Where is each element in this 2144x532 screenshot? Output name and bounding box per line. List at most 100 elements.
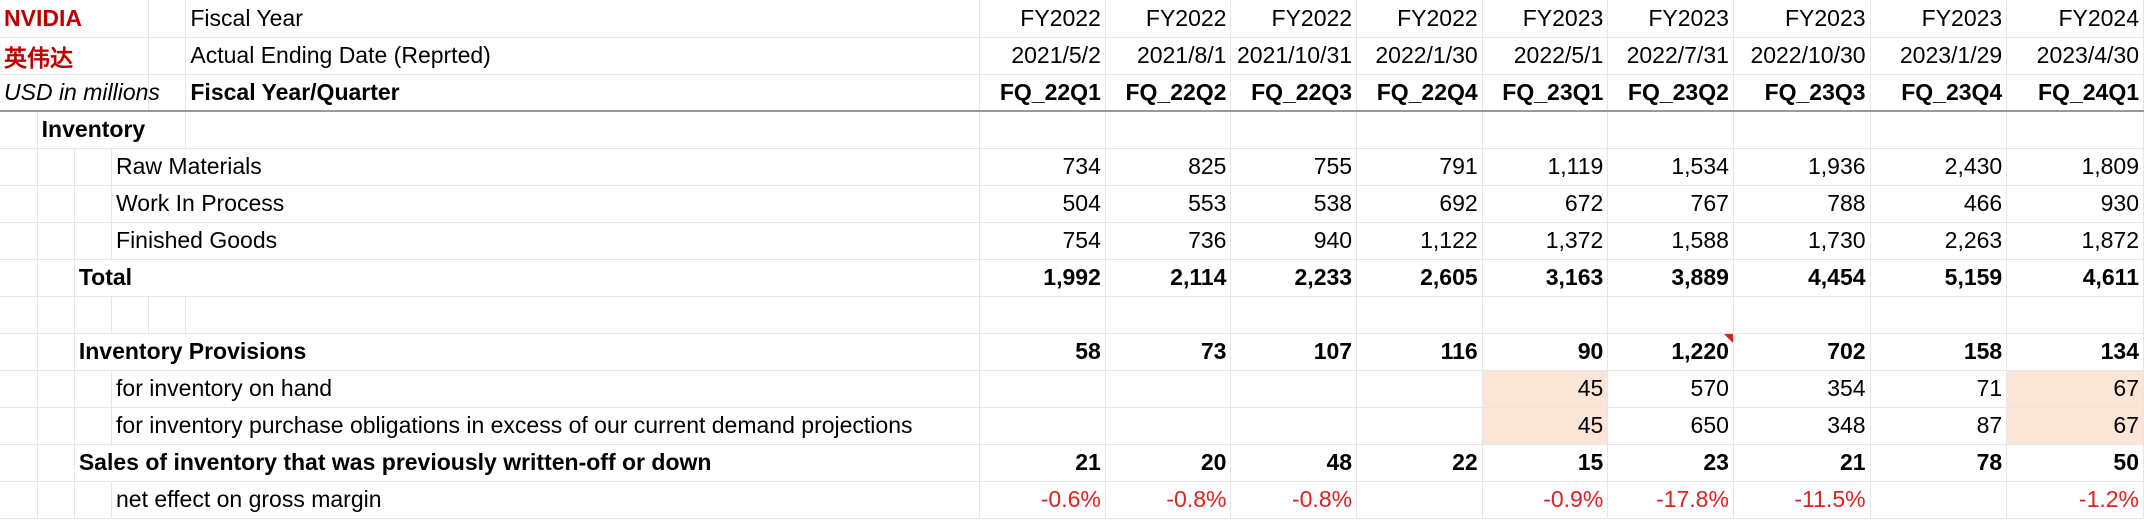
ending-date-cell[interactable]: 2022/5/1	[1482, 37, 1609, 75]
work-in-process-row-value[interactable]: 788	[1733, 185, 1871, 223]
fiscal-year-cell[interactable]: FY2022	[1105, 0, 1232, 38]
work-in-process-row-value[interactable]: 466	[1870, 185, 2008, 223]
total-row-value[interactable]: 1,992	[979, 259, 1106, 297]
finished-goods-row-label[interactable]: Finished Goods	[111, 222, 981, 260]
net-effect-row-value[interactable]: -0.9%	[1482, 481, 1609, 519]
finished-goods-row-value[interactable]: 1,122	[1356, 222, 1483, 260]
empty-cell[interactable]	[0, 444, 38, 482]
raw-materials-row-value[interactable]: 734	[979, 148, 1106, 186]
inventory-provisions-row-value[interactable]: 73	[1105, 333, 1232, 371]
empty-cell[interactable]	[0, 333, 38, 371]
sales-written-off-row-label[interactable]: Sales of inventory that was previously w…	[74, 444, 981, 482]
empty-cell[interactable]	[1607, 296, 1734, 334]
empty-cell[interactable]	[1105, 296, 1232, 334]
empty-cell[interactable]	[185, 111, 981, 149]
fiscal-year-cell[interactable]: FY2023	[1870, 0, 2008, 38]
units-label[interactable]: USD in millions	[0, 74, 160, 112]
finished-goods-row-value[interactable]: 754	[979, 222, 1106, 260]
total-row-value[interactable]: 2,233	[1230, 259, 1358, 297]
purchase-obligations-row-value[interactable]	[1105, 407, 1232, 445]
quarter-cell[interactable]: FQ_22Q4	[1356, 74, 1483, 112]
company-name-cn[interactable]: 英伟达	[0, 37, 150, 75]
empty-cell[interactable]	[74, 148, 113, 186]
on-hand-row-label[interactable]: for inventory on hand	[111, 370, 981, 408]
work-in-process-row-label[interactable]: Work In Process	[111, 185, 981, 223]
empty-cell[interactable]	[1105, 111, 1232, 149]
purchase-obligations-row-label[interactable]: for inventory purchase obligations in ex…	[111, 407, 981, 445]
on-hand-row-value[interactable]: 45	[1482, 370, 1609, 408]
purchase-obligations-row-value[interactable]	[1356, 407, 1483, 445]
row-label-ending-date[interactable]: Actual Ending Date (Reprted)	[185, 37, 981, 75]
work-in-process-row-value[interactable]: 672	[1482, 185, 1609, 223]
empty-cell[interactable]	[148, 296, 187, 334]
empty-cell[interactable]	[2006, 111, 2144, 149]
inventory-provisions-row-value[interactable]: 107	[1230, 333, 1358, 371]
empty-cell[interactable]	[0, 185, 38, 223]
row-label-quarter[interactable]: Fiscal Year/Quarter	[185, 74, 981, 112]
sales-written-off-row-value[interactable]: 15	[1482, 444, 1609, 482]
empty-cell[interactable]	[37, 370, 75, 408]
raw-materials-row-value[interactable]: 825	[1105, 148, 1232, 186]
fiscal-year-cell[interactable]: FY2023	[1733, 0, 1871, 38]
purchase-obligations-row-value[interactable]: 87	[1870, 407, 2008, 445]
empty-cell[interactable]	[148, 37, 187, 75]
purchase-obligations-row-value[interactable]: 67	[2006, 407, 2144, 445]
quarter-cell[interactable]: FQ_24Q1	[2006, 74, 2144, 112]
on-hand-row-value[interactable]: 570	[1607, 370, 1734, 408]
empty-cell[interactable]	[1482, 296, 1609, 334]
inventory-provisions-row-value[interactable]: 702	[1733, 333, 1871, 371]
total-row-value[interactable]: 4,611	[2006, 259, 2144, 297]
finished-goods-row-value[interactable]: 1,588	[1607, 222, 1734, 260]
inventory-provisions-row-value[interactable]: 1,220	[1607, 333, 1734, 371]
inventory-provisions-row-value[interactable]: 58	[979, 333, 1106, 371]
empty-cell[interactable]	[74, 185, 113, 223]
on-hand-row-value[interactable]	[979, 370, 1106, 408]
empty-cell[interactable]	[1870, 296, 2008, 334]
raw-materials-row-value[interactable]: 1,119	[1482, 148, 1609, 186]
net-effect-row-value[interactable]	[1356, 481, 1483, 519]
on-hand-row-value[interactable]	[1230, 370, 1358, 408]
finished-goods-row-value[interactable]: 1,730	[1733, 222, 1871, 260]
empty-cell[interactable]	[1230, 111, 1358, 149]
empty-cell[interactable]	[37, 259, 75, 297]
sales-written-off-row-value[interactable]: 21	[1733, 444, 1871, 482]
on-hand-row-value[interactable]	[1105, 370, 1232, 408]
empty-cell[interactable]	[74, 407, 113, 445]
quarter-cell[interactable]: FQ_23Q1	[1482, 74, 1609, 112]
purchase-obligations-row-value[interactable]: 650	[1607, 407, 1734, 445]
fiscal-year-cell[interactable]: FY2022	[1356, 0, 1483, 38]
empty-cell[interactable]	[0, 481, 38, 519]
empty-cell[interactable]	[1607, 111, 1734, 149]
raw-materials-row-value[interactable]: 2,430	[1870, 148, 2008, 186]
empty-cell[interactable]	[74, 370, 113, 408]
empty-cell[interactable]	[1356, 296, 1483, 334]
inventory-provisions-row-value[interactable]: 158	[1870, 333, 2008, 371]
empty-cell[interactable]	[0, 148, 38, 186]
net-effect-row-value[interactable]	[1870, 481, 2008, 519]
empty-cell[interactable]	[37, 407, 75, 445]
ending-date-cell[interactable]: 2022/7/31	[1607, 37, 1734, 75]
total-row-value[interactable]: 5,159	[1870, 259, 2008, 297]
empty-cell[interactable]	[1870, 111, 2008, 149]
total-row-value[interactable]: 3,889	[1607, 259, 1734, 297]
empty-cell[interactable]	[1733, 111, 1871, 149]
empty-cell[interactable]	[148, 0, 187, 38]
fiscal-year-cell[interactable]: FY2024	[2006, 0, 2144, 38]
fiscal-year-cell[interactable]: FY2023	[1482, 0, 1609, 38]
empty-cell[interactable]	[0, 259, 38, 297]
net-effect-row-value[interactable]: -0.8%	[1105, 481, 1232, 519]
ending-date-cell[interactable]: 2023/4/30	[2006, 37, 2144, 75]
empty-cell[interactable]	[0, 111, 38, 149]
ending-date-cell[interactable]: 2021/8/1	[1105, 37, 1232, 75]
empty-cell[interactable]	[37, 185, 75, 223]
quarter-cell[interactable]: FQ_23Q3	[1733, 74, 1871, 112]
section-title-inventory[interactable]: Inventory	[37, 111, 187, 149]
fiscal-year-cell[interactable]: FY2022	[1230, 0, 1358, 38]
net-effect-row-value[interactable]: -11.5%	[1733, 481, 1871, 519]
empty-cell[interactable]	[74, 481, 113, 519]
work-in-process-row-value[interactable]: 767	[1607, 185, 1734, 223]
total-row-value[interactable]: 4,454	[1733, 259, 1871, 297]
raw-materials-row-label[interactable]: Raw Materials	[111, 148, 981, 186]
sales-written-off-row-value[interactable]: 48	[1230, 444, 1358, 482]
sales-written-off-row-value[interactable]: 21	[979, 444, 1106, 482]
